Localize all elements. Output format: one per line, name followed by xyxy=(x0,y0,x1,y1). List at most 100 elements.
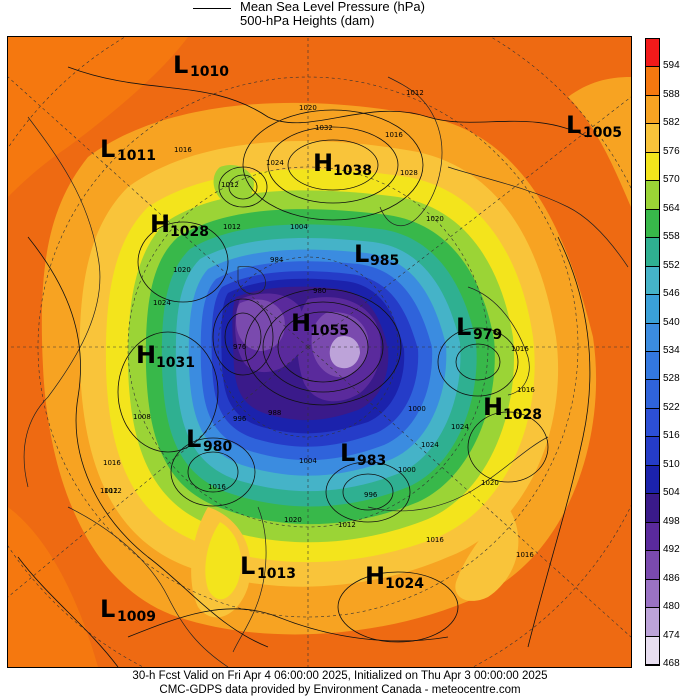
colorbar-label: 492 xyxy=(663,544,680,556)
center-marker: L xyxy=(240,552,255,580)
isobar-label: 1016 xyxy=(103,459,121,467)
center-value: 1028 xyxy=(170,224,209,240)
legend-heights-label: 500-hPa Heights (dam) xyxy=(240,13,375,28)
isobar-label: 1016 xyxy=(174,146,192,154)
colorbar-label: 552 xyxy=(663,259,680,271)
isobar-label: 1008 xyxy=(133,413,151,421)
isobars xyxy=(17,66,591,667)
isobar-label: 1020 xyxy=(481,479,499,487)
center-value: 1009 xyxy=(117,609,156,625)
isobar-label: 996 xyxy=(364,491,378,499)
colorbar-label: 474 xyxy=(663,629,680,641)
isobar-label: 1016 xyxy=(208,483,226,491)
colorbar-swatch xyxy=(646,494,659,523)
colorbar-label: 570 xyxy=(663,174,680,186)
map-canvas: 1020 1012 1016 1024 1032 1028 1016 1012 … xyxy=(8,37,631,667)
colorbar-swatch xyxy=(646,238,659,267)
colorbar-label: 582 xyxy=(663,117,680,129)
center-value: 1031 xyxy=(156,355,195,371)
isobar-label: 1012 xyxy=(100,487,118,495)
meridian-2 xyxy=(307,96,631,348)
isobar-vortex-1 xyxy=(224,312,262,362)
isobar-label: 988 xyxy=(268,409,281,417)
coast-n-america xyxy=(23,116,101,488)
colorbar-swatch xyxy=(646,152,659,182)
center-marker: H xyxy=(313,149,333,177)
coast-scandinavia xyxy=(467,286,530,396)
coast-siberia xyxy=(367,436,549,512)
band-sw-trough-2 xyxy=(205,522,242,600)
colorbar-swatch xyxy=(646,352,659,381)
isobar-label: 1000 xyxy=(408,405,426,413)
isobar-small-low xyxy=(228,174,258,200)
colorbar-swatch xyxy=(646,323,659,352)
colorbar-swatch xyxy=(646,522,659,552)
isobar-label: 1016 xyxy=(517,386,535,394)
isobar-1052 xyxy=(277,311,369,383)
center-marker: H xyxy=(291,309,311,337)
isobar-l980-2 xyxy=(170,437,256,507)
isobar-1044 xyxy=(244,288,402,406)
center-marker: H xyxy=(365,562,385,590)
center-value: 1013 xyxy=(257,566,296,582)
isobar-label: 1032 xyxy=(315,124,333,132)
colorbar-swatch xyxy=(646,67,659,96)
colorbar-swatch xyxy=(646,295,659,324)
colorbar-label: 528 xyxy=(663,373,680,385)
isobar-label: 1012 xyxy=(104,487,122,495)
colorbar-label: 510 xyxy=(663,458,680,470)
isobar-1036 xyxy=(287,139,379,191)
isobar-label: 1020 xyxy=(284,516,302,524)
isobar-label: 980 xyxy=(313,287,326,295)
center-value: 979 xyxy=(473,327,502,343)
mslp-legend-line-icon xyxy=(193,8,231,9)
isobar-label: 1016 xyxy=(385,131,403,139)
coast-arctic-islands xyxy=(237,265,266,295)
colorbar-swatch xyxy=(646,636,659,665)
coast-asia xyxy=(67,506,229,667)
isobar-label: 1000 xyxy=(398,466,416,474)
isobar-1048 xyxy=(262,301,384,393)
chart-header: Mean Sea Level Pressure (hPa) 500-hPa He… xyxy=(0,0,680,34)
isobar-label: 1020 xyxy=(426,215,444,223)
isobar-label: 1024 xyxy=(266,159,284,167)
isobar-l983-1 xyxy=(342,473,394,511)
colorbar-label: 504 xyxy=(663,487,680,499)
center-marker: L xyxy=(354,240,369,268)
colorbar-label: 594 xyxy=(663,60,680,72)
isobar-label: 1020 xyxy=(173,266,191,274)
center-value: 1011 xyxy=(117,148,156,164)
isobar-label: 1016 xyxy=(511,345,529,353)
isobar-h1031 xyxy=(117,331,219,453)
isobar-label: 1016 xyxy=(426,536,444,544)
isobar-wave-3 xyxy=(527,236,591,648)
isobar-label: 1012 xyxy=(338,521,356,529)
center-value: 1024 xyxy=(385,576,424,592)
colorbar-label: 468 xyxy=(663,658,680,669)
colorbar-label: 546 xyxy=(663,288,680,300)
isobar-label: 1028 xyxy=(400,169,418,177)
colorbar-label: 588 xyxy=(663,88,680,100)
center-value: 1005 xyxy=(583,125,622,141)
colorbar-label: 558 xyxy=(663,231,680,243)
isobar-label: 1012 xyxy=(223,223,241,231)
isobar-label: 1024 xyxy=(153,299,171,307)
colorbar-swatch xyxy=(646,380,659,409)
pressure-centers: L 1010 L 1011 H 1038 L 1005 H 1028 L 985… xyxy=(100,51,622,625)
isobar-l980-1 xyxy=(187,451,239,493)
colorbar-label: 576 xyxy=(663,145,680,157)
center-marker: L xyxy=(100,595,115,623)
colorbar-swatch xyxy=(646,408,659,438)
center-marker: H xyxy=(136,341,156,369)
center-marker: L xyxy=(100,135,115,163)
isobar-label: 976 xyxy=(233,343,247,351)
isobar-h1024 xyxy=(337,571,459,643)
isobar-small-low-2 xyxy=(218,166,268,208)
colorbar-label: 534 xyxy=(663,345,680,356)
center-marker: L xyxy=(173,51,188,79)
colorbar-swatch xyxy=(646,39,659,68)
isobar-h1028-se xyxy=(467,411,549,483)
weather-map: 1020 1012 1016 1024 1032 1028 1016 1012 … xyxy=(7,36,632,668)
colorbar-swatch xyxy=(646,608,659,637)
center-marker: L xyxy=(566,111,581,139)
